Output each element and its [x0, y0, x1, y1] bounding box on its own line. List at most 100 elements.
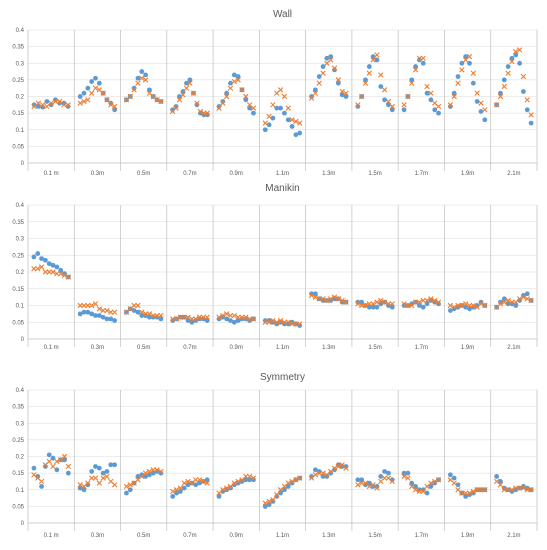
data-point-circle — [135, 309, 141, 315]
data-point-cross — [420, 488, 426, 495]
data-point-circle — [54, 467, 60, 473]
data-point-cross — [331, 294, 338, 300]
y-tick-label: 0.1 — [16, 488, 25, 494]
x-category-label: 0.1 m — [44, 345, 59, 351]
data-point-cross — [92, 85, 99, 91]
data-point-cross — [289, 117, 295, 123]
data-point-cross — [474, 90, 480, 96]
data-point-cross — [187, 80, 193, 86]
data-point-cross — [88, 90, 95, 96]
data-point-circle — [124, 490, 129, 496]
data-point-circle — [251, 110, 256, 116]
data-point-circle — [513, 52, 519, 58]
data-point-cross — [123, 483, 130, 490]
data-point-cross — [451, 480, 457, 486]
data-point-cross — [223, 311, 230, 317]
data-point-circle — [501, 296, 507, 302]
data-point-circle — [187, 77, 193, 83]
data-point-cross — [416, 299, 423, 305]
data-point-circle — [524, 107, 530, 113]
data-point-cross — [447, 102, 454, 108]
data-point-circle — [409, 77, 415, 83]
data-point-cross — [520, 294, 527, 300]
data-point-cross — [327, 57, 334, 63]
data-point-cross — [196, 477, 203, 483]
x-category-label: 1.5m — [368, 345, 381, 351]
data-point-cross — [362, 302, 369, 309]
data-point-circle — [247, 477, 253, 483]
data-point-cross — [50, 463, 56, 470]
data-point-cross — [220, 100, 226, 106]
data-point-circle — [235, 74, 241, 79]
data-point-circle — [451, 475, 457, 481]
data-point-cross — [154, 467, 160, 473]
data-point-cross — [308, 292, 315, 299]
data-point-circle — [482, 117, 488, 123]
data-point-circle — [285, 117, 291, 123]
data-point-cross — [250, 475, 257, 481]
data-point-circle — [89, 311, 95, 317]
data-point-circle — [204, 318, 210, 323]
data-point-cross — [528, 487, 534, 493]
data-point-cross — [204, 110, 211, 116]
data-point-cross — [331, 465, 338, 471]
data-point-cross — [146, 311, 153, 317]
data-point-circle — [312, 291, 318, 297]
data-point-cross — [405, 93, 411, 100]
data-point-circle — [389, 107, 395, 113]
data-point-circle — [112, 462, 118, 468]
x-category-label: 0.9m — [230, 171, 243, 177]
data-point-cross — [266, 113, 272, 120]
data-point-cross — [183, 85, 190, 91]
data-point-cross — [297, 321, 303, 327]
y-tick-label: 0 — [21, 161, 25, 167]
data-point-circle — [282, 110, 287, 116]
data-point-cross — [204, 480, 210, 486]
data-point-circle — [54, 264, 60, 270]
data-point-cross — [266, 319, 272, 325]
data-point-cross — [528, 112, 534, 118]
data-point-circle — [382, 469, 388, 474]
data-point-circle — [289, 124, 295, 129]
data-point-cross — [92, 475, 99, 481]
data-point-cross — [231, 312, 238, 319]
y-tick-label: 0.2 — [16, 455, 25, 461]
chart-panel-wall: Wall 0 0.05 0.1 0.15 0.2 0.25 0.3 0.35 0.4 0.1 m 0.… — [12, 9, 538, 177]
data-point-circle — [312, 87, 318, 93]
y-tick-label: 0.3 — [16, 421, 25, 427]
data-point-cross — [459, 302, 465, 309]
data-point-cross — [470, 488, 477, 495]
data-point-circle — [401, 107, 407, 113]
data-point-circle — [189, 319, 195, 325]
data-point-cross — [277, 317, 284, 324]
y-tick-label: 0.2 — [16, 95, 25, 101]
data-point-circle — [81, 309, 87, 315]
data-point-cross — [65, 274, 72, 280]
data-point-cross — [52, 98, 59, 105]
data-point-circle — [85, 309, 91, 315]
data-point-cross — [262, 500, 268, 506]
data-point-cross — [177, 485, 184, 491]
y-tick-label: 0.35 — [12, 45, 24, 51]
data-point-circle — [428, 484, 434, 489]
data-point-cross — [131, 87, 137, 93]
data-point-cross — [312, 294, 319, 300]
data-point-cross — [239, 87, 245, 93]
data-point-cross — [158, 312, 164, 319]
data-point-circle — [181, 485, 187, 491]
y-tick-label: 0.05 — [12, 144, 24, 150]
data-point-cross — [316, 80, 322, 86]
data-point-cross — [331, 65, 338, 71]
data-point-cross — [274, 319, 280, 325]
data-point-circle — [386, 470, 391, 476]
data-point-circle — [459, 60, 465, 66]
y-tick-label: 0.25 — [12, 438, 24, 444]
data-point-cross — [447, 302, 454, 309]
data-point-circle — [335, 80, 341, 86]
x-category-label: 0.3m — [91, 533, 104, 539]
data-point-cross — [470, 70, 477, 76]
data-point-cross — [320, 70, 326, 76]
data-point-cross — [231, 480, 238, 486]
data-point-circle — [413, 484, 418, 489]
